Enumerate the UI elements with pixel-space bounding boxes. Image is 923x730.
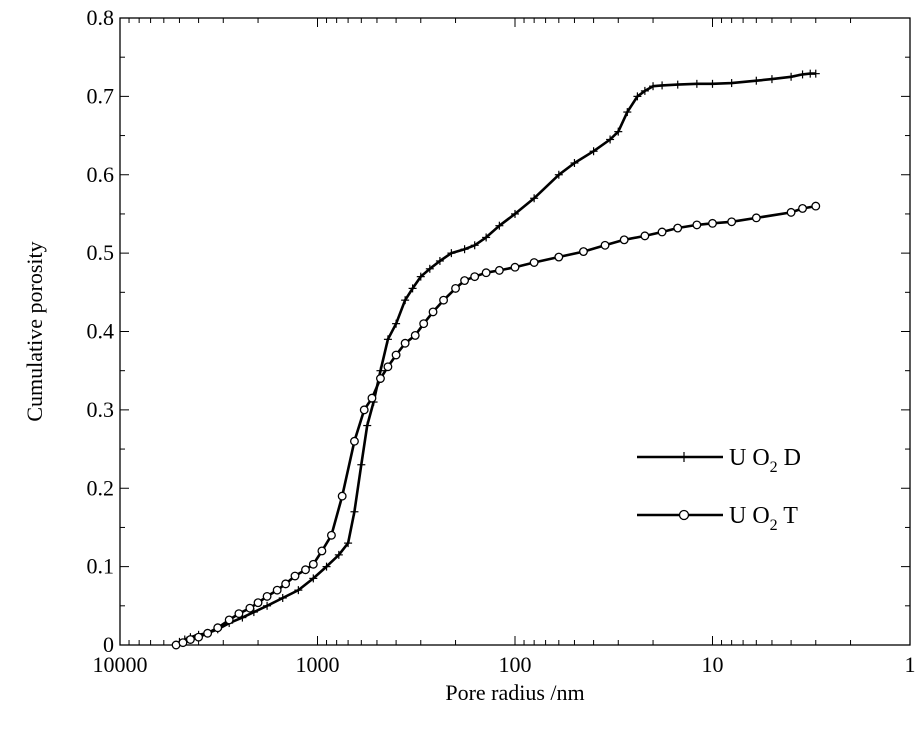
legend: U O2 D U O2 T: [637, 445, 801, 534]
x-tick-label: 1: [905, 652, 916, 677]
series-1: [175, 69, 820, 646]
data-point-circle: [337, 491, 347, 501]
y-tick-label: 0.1: [87, 554, 115, 579]
data-point-circle: [262, 591, 272, 601]
data-point-circle: [727, 217, 737, 227]
y-tick-label: 0.8: [87, 5, 115, 30]
data-point-circle: [811, 201, 821, 211]
data-point-circle: [529, 258, 539, 267]
data-point-circle: [224, 615, 234, 625]
data-point-circle: [203, 628, 213, 638]
data-point-circle: [470, 272, 480, 282]
legend-marker-circle: [678, 509, 690, 521]
data-point-circle: [326, 530, 336, 540]
data-point-circle: [786, 207, 796, 217]
data-point-circle: [391, 350, 401, 360]
series-2: [171, 201, 821, 650]
legend-label: U O2 T: [729, 503, 798, 534]
y-tick-label: 0.5: [87, 240, 115, 265]
series-layer: [171, 69, 821, 650]
y-axis-title: Cumulative porosity: [22, 241, 47, 421]
y-tick-label: 0: [103, 632, 114, 657]
data-point-circle: [359, 405, 369, 415]
x-tick-label: 1000: [296, 652, 340, 677]
data-point-circle: [708, 218, 717, 228]
x-tick-label: 100: [499, 652, 532, 677]
plot-frame: [119, 17, 911, 646]
data-point-circle: [692, 220, 702, 230]
data-point-circle: [383, 362, 393, 372]
y-tick-label: 0.2: [87, 475, 115, 500]
data-point-circle: [439, 295, 449, 305]
data-point-circle: [451, 283, 460, 293]
data-point-circle: [494, 265, 504, 275]
data-point-circle: [579, 247, 588, 257]
x-tick-label: 10000: [93, 652, 148, 677]
data-point-circle: [349, 436, 359, 446]
data-point-circle: [510, 262, 520, 272]
data-point-circle: [640, 231, 650, 241]
data-point-circle: [194, 632, 204, 642]
y-tick-label: 0.7: [87, 83, 115, 108]
data-point-circle: [253, 598, 263, 608]
data-point-circle: [272, 585, 282, 595]
data-point-circle: [554, 252, 564, 262]
data-point-circle: [245, 603, 255, 613]
axes: 0 0.1 0.2 0.3 0.4 0.5 0.6 0.7 0.8 10000 1000 100 10 1…: [22, 5, 916, 705]
legend-item: U O2 T: [637, 503, 798, 534]
data-point-circle: [798, 204, 807, 213]
data-point-circle: [673, 223, 683, 233]
data-point-circle: [410, 330, 420, 340]
y-tick-label: 0.6: [87, 162, 115, 187]
data-point-circle: [619, 235, 629, 245]
data-point-circle: [367, 393, 377, 403]
data-point-circle: [400, 338, 410, 348]
data-point-circle: [185, 635, 195, 644]
data-point-circle: [419, 319, 429, 329]
y-tick-label: 0.3: [87, 397, 115, 422]
data-point-circle: [657, 227, 667, 237]
data-point-circle: [317, 546, 327, 556]
legend-item: U O2 D: [637, 445, 801, 476]
data-point-circle: [308, 559, 318, 569]
x-axis-title: Pore radius /nm: [445, 680, 584, 705]
data-point-circle: [376, 374, 385, 383]
data-point-circle: [481, 268, 491, 278]
data-point-circle: [234, 609, 244, 619]
series-line: [178, 72, 816, 644]
data-point-circle: [301, 565, 310, 575]
legend-label: U O2 D: [729, 445, 801, 476]
y-tick-label: 0.4: [87, 319, 115, 344]
data-point-circle: [751, 213, 761, 223]
data-point-circle: [281, 579, 291, 589]
x-tick-label: 10: [702, 652, 724, 677]
data-point-circle: [428, 307, 438, 317]
data-point-circle: [290, 571, 300, 581]
data-point-circle: [178, 638, 188, 648]
data-point-circle: [213, 623, 223, 633]
data-point-circle: [600, 240, 610, 250]
data-point-circle: [460, 276, 470, 286]
